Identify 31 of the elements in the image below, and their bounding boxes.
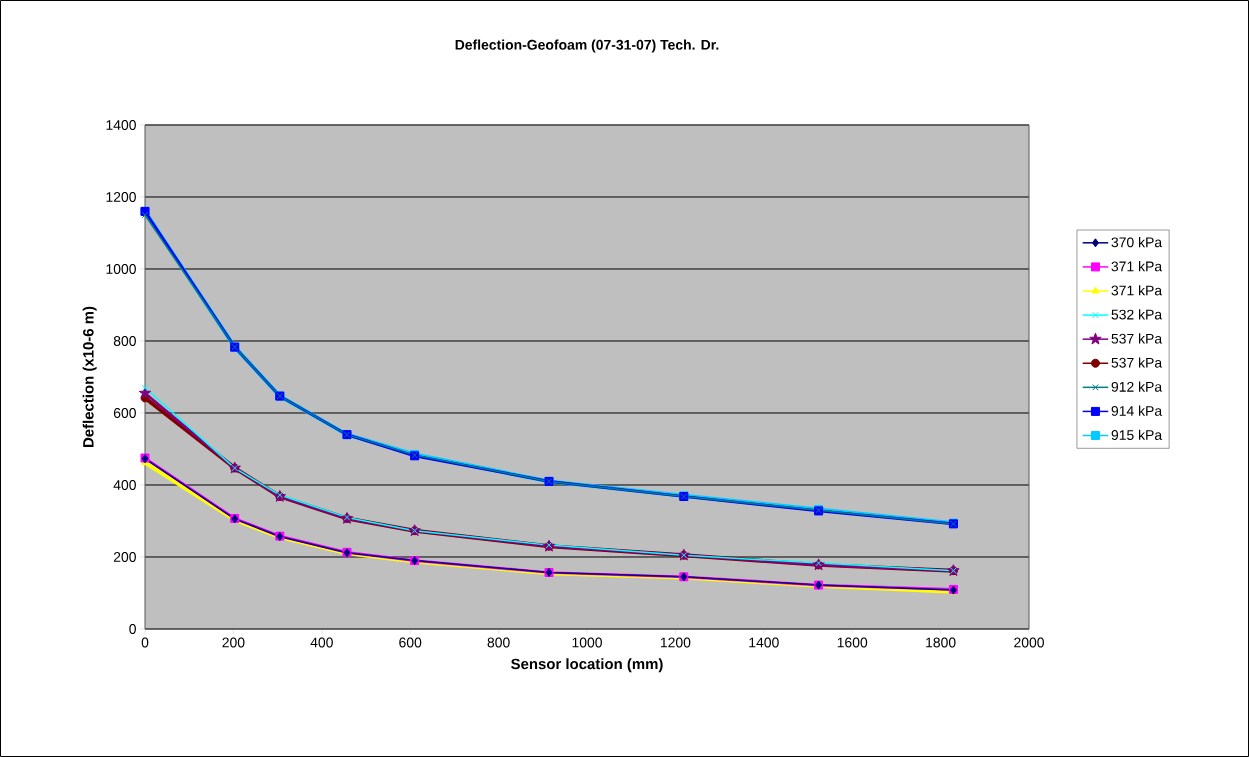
y-tick-label: 1200 bbox=[106, 192, 136, 202]
x-tick-label: 1000 bbox=[572, 637, 602, 648]
legend-label: 370 kPa bbox=[1111, 237, 1163, 248]
x-tick-label: 1600 bbox=[837, 637, 868, 648]
legend-label: 537 kPa bbox=[1111, 333, 1163, 344]
x-tick-label: 800 bbox=[487, 637, 510, 648]
legend-label: 914 kPa bbox=[1111, 405, 1163, 416]
legend-label: 371 kPa bbox=[1111, 285, 1163, 296]
y-tick-label: 0 bbox=[129, 624, 136, 634]
y-tick-label: 200 bbox=[113, 552, 136, 562]
y-tick-label: 1000 bbox=[106, 264, 136, 274]
x-axis-title: Sensor location (mm) bbox=[511, 658, 663, 673]
y-axis-title: Deflection (x10-6 m) bbox=[82, 306, 97, 447]
x-tick-label: 200 bbox=[222, 637, 245, 648]
y-tick-label: 800 bbox=[113, 336, 136, 346]
x-tick-label: 1200 bbox=[660, 637, 691, 648]
legend-label: 915 kPa bbox=[1111, 429, 1163, 440]
x-tick-label: 1400 bbox=[749, 637, 779, 648]
legend-label: 532 kPa bbox=[1111, 309, 1163, 320]
y-tick-label: 1400 bbox=[106, 120, 136, 130]
legend-label: 912 kPa bbox=[1111, 381, 1163, 392]
legend-label: 371 kPa bbox=[1111, 261, 1163, 272]
y-tick-label: 600 bbox=[113, 408, 136, 418]
x-tick-label: 1800 bbox=[926, 637, 956, 648]
x-tick-label: 0 bbox=[141, 637, 149, 648]
x-tick-label: 600 bbox=[399, 637, 422, 648]
x-tick-label: 2000 bbox=[1014, 637, 1044, 648]
legend-label: 537 kPa bbox=[1111, 357, 1163, 368]
y-tick-label: 400 bbox=[113, 480, 136, 490]
x-tick-label: 400 bbox=[310, 637, 333, 648]
chart-title: Deflection-Geofoam (07-31-07) Tech. Dr. bbox=[455, 39, 719, 53]
